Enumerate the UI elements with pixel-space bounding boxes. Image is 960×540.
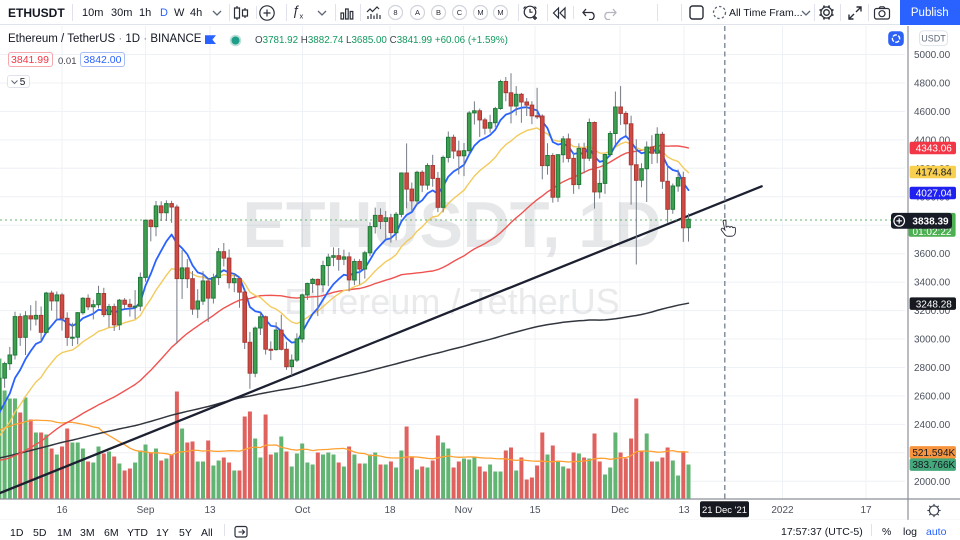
svg-text:5000.00: 5000.00 [914, 50, 951, 61]
svg-text:Nov: Nov [455, 505, 473, 516]
svg-text:13: 13 [678, 505, 690, 516]
svg-text:2000.00: 2000.00 [914, 477, 951, 488]
svg-text:3400.00: 3400.00 [914, 278, 951, 289]
svg-text:4400.00: 4400.00 [914, 135, 951, 146]
svg-text:ETHUSDT, 1D: ETHUSDT, 1D [243, 188, 662, 261]
svg-text:4027.04: 4027.04 [916, 189, 953, 200]
svg-text:Ethereum / TetherUS: Ethereum / TetherUS [284, 281, 620, 322]
svg-text:3200.00: 3200.00 [914, 306, 951, 317]
svg-text:2800.00: 2800.00 [914, 363, 951, 374]
svg-text:4800.00: 4800.00 [914, 79, 951, 90]
svg-text:A: A [414, 8, 419, 17]
svg-text:383.766K: 383.766K [912, 460, 955, 471]
svg-text:Sep: Sep [137, 505, 155, 516]
svg-text:Oct: Oct [295, 505, 311, 516]
svg-text:3000.00: 3000.00 [914, 335, 951, 346]
svg-text:3600.00: 3600.00 [914, 249, 951, 260]
svg-text:17: 17 [860, 505, 872, 516]
svg-text:USDT: USDT [921, 33, 946, 43]
svg-text:M: M [498, 8, 504, 17]
svg-text:M: M [477, 8, 483, 17]
svg-text:4343.06: 4343.06 [916, 144, 953, 155]
svg-text:8: 8 [393, 8, 397, 17]
svg-text:16: 16 [56, 505, 68, 516]
svg-text:521.594K: 521.594K [912, 448, 955, 459]
svg-text:2600.00: 2600.00 [914, 391, 951, 402]
svg-text:3248.28: 3248.28 [916, 299, 953, 310]
svg-text:4174.84: 4174.84 [916, 168, 953, 179]
svg-text:C: C [456, 8, 462, 17]
svg-text:B: B [436, 8, 441, 17]
svg-text:21 Dec '21: 21 Dec '21 [702, 505, 747, 516]
svg-text:2022: 2022 [771, 505, 794, 516]
svg-text:01:02:22: 01:02:22 [913, 227, 952, 238]
svg-text:13: 13 [204, 505, 216, 516]
svg-text:18: 18 [384, 505, 396, 516]
svg-text:15: 15 [529, 505, 541, 516]
svg-text:Dec: Dec [611, 505, 629, 516]
svg-text:2400.00: 2400.00 [914, 420, 951, 431]
svg-text:3838.39: 3838.39 [912, 216, 949, 227]
svg-text:4600.00: 4600.00 [914, 107, 951, 118]
